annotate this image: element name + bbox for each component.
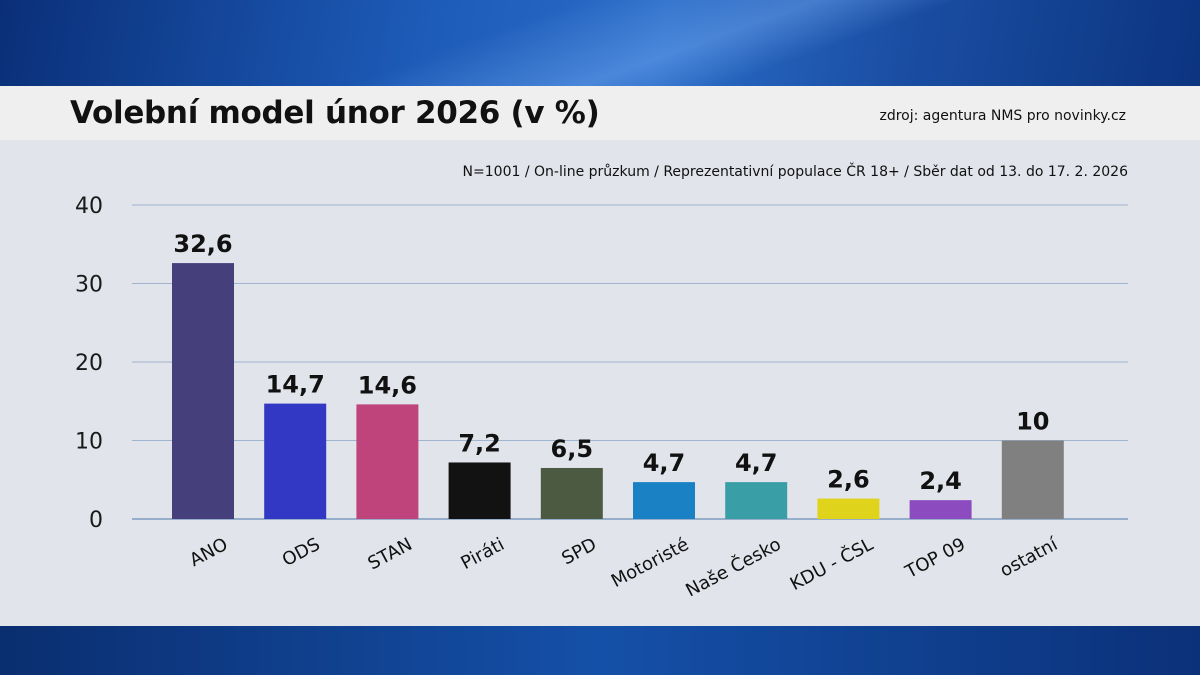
value-label: 10 (1016, 408, 1049, 436)
category-label: ODS (279, 534, 324, 571)
bar (448, 462, 511, 519)
value-label: 2,4 (919, 467, 962, 495)
category-label: Piráti (458, 534, 508, 574)
category-label: ostatní (997, 533, 1062, 581)
source-note: zdroj: agentura NMS pro novinky.cz (879, 108, 1126, 124)
value-label: 32,6 (173, 230, 232, 258)
category-label: Naše Česko (682, 533, 785, 601)
survey-note: N=1001 / On-line průzkum / Reprezentativ… (462, 164, 1128, 180)
background-bottom (0, 626, 1200, 675)
y-tick-label: 30 (75, 273, 103, 298)
bar (356, 404, 419, 519)
value-label: 6,5 (551, 435, 594, 463)
value-label: 14,6 (358, 371, 417, 399)
bar (633, 482, 695, 519)
y-tick-label: 40 (75, 194, 103, 219)
y-tick-label: 10 (75, 430, 103, 455)
y-tick-label: 0 (89, 508, 103, 533)
chart-title: Volební model únor 2026 (v %) (70, 95, 600, 131)
bar (540, 467, 603, 519)
bar (172, 263, 234, 519)
bar (817, 498, 880, 519)
category-label: TOP 09 (901, 534, 969, 583)
bar (1001, 440, 1064, 519)
bar (909, 500, 972, 519)
bar (264, 403, 327, 519)
value-label: 14,7 (266, 371, 325, 399)
y-tick-label: 20 (75, 351, 103, 376)
category-label: STAN (365, 534, 416, 575)
value-label: 4,7 (643, 449, 686, 477)
title-bar (0, 86, 1200, 140)
value-label: 4,7 (735, 449, 778, 477)
value-label: 7,2 (458, 429, 501, 457)
category-label: Motoristé (608, 534, 692, 592)
value-label: 2,6 (827, 466, 870, 494)
category-label: ANO (186, 534, 231, 571)
category-label: SPD (558, 534, 600, 570)
background-top (0, 0, 1200, 88)
category-label: KDU - ČSL (786, 533, 877, 595)
bar (725, 482, 788, 519)
